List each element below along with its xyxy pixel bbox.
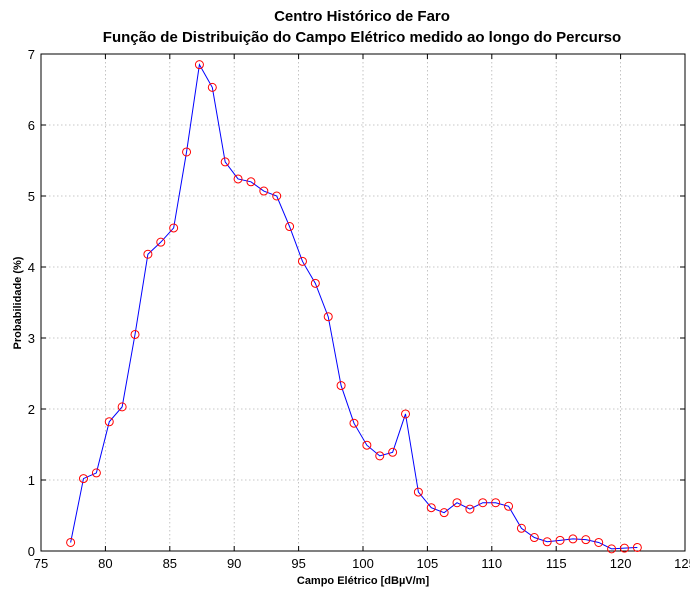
x-tick-label: 100: [352, 556, 374, 571]
data-point-marker: [465, 504, 475, 514]
data-point-marker: [323, 312, 333, 322]
data-point-marker: [426, 503, 436, 513]
data-point-marker: [66, 537, 76, 547]
y-tick-label: 3: [28, 331, 35, 346]
data-point-marker: [336, 381, 346, 391]
y-tick-label: 7: [28, 47, 35, 62]
data-point-marker: [516, 523, 526, 533]
x-tick-label: 115: [546, 556, 567, 571]
data-point-marker: [285, 222, 295, 232]
data-point-marker: [594, 537, 604, 547]
y-tick-label: 6: [28, 118, 35, 133]
data-point-marker: [362, 440, 372, 450]
y-axis-label: Probabilidade (%): [12, 256, 24, 349]
data-point-marker: [632, 542, 642, 552]
y-tick-label: 5: [28, 189, 35, 204]
x-tick-label: 105: [417, 556, 439, 571]
data-point-marker: [143, 249, 153, 259]
data-point-marker: [117, 402, 127, 412]
data-point-marker: [491, 498, 501, 508]
data-point-marker: [169, 223, 179, 233]
data-point-marker: [207, 82, 217, 92]
data-point-marker: [246, 177, 256, 187]
series-line: [70, 63, 638, 550]
data-point-marker: [478, 498, 488, 508]
data-point-marker: [156, 237, 166, 247]
x-tick-label: 95: [291, 556, 305, 571]
data-point-marker: [91, 468, 101, 478]
chart-title-line-1: Centro Histórico de Faro: [274, 8, 450, 25]
x-tick-label: 90: [227, 556, 241, 571]
data-point-marker: [104, 417, 114, 427]
data-point-marker: [529, 533, 539, 543]
data-point-marker: [401, 409, 411, 419]
plot-frame: [40, 53, 686, 552]
data-point-marker: [388, 447, 398, 457]
data-point-marker: [233, 174, 243, 184]
x-tick-label: 80: [98, 556, 112, 571]
data-point-marker: [310, 278, 320, 288]
data-point-marker: [439, 508, 449, 518]
data-point-marker: [555, 535, 565, 545]
data-point-marker: [297, 256, 307, 266]
axis-ticks: 75 80 85 90 95 100 105 110 115 120 125 0 1 2 3 4 5 6 7: [28, 47, 690, 571]
x-tick-label: 110: [481, 556, 502, 571]
data-point-marker: [452, 498, 462, 508]
data-point-marker: [130, 329, 140, 339]
data-point-marker: [607, 544, 617, 554]
data-point-marker: [542, 537, 552, 547]
y-tick-label: 0: [28, 544, 35, 559]
chart-title-line-2: Função de Distribuição do Campo Elétrico…: [103, 29, 621, 46]
data-point-marker: [259, 186, 269, 196]
data-point-marker: [349, 418, 359, 428]
x-tick-label: 75: [34, 556, 48, 571]
data-point-marker: [619, 543, 629, 553]
x-tick-label: 125: [674, 556, 690, 571]
grid-lines: [41, 54, 685, 551]
x-tick-label: 120: [610, 556, 632, 571]
data-point-marker: [220, 157, 230, 167]
data-point-marker: [194, 60, 204, 70]
data-point-marker: [504, 501, 514, 511]
y-tick-label: 2: [28, 402, 35, 417]
y-tick-label: 4: [28, 260, 35, 275]
data-point-marker: [581, 535, 591, 545]
x-tick-label: 85: [163, 556, 177, 571]
series-group: [66, 60, 642, 554]
x-axis-label: Campo Elétrico [dBµV/m]: [297, 575, 430, 587]
data-point-marker: [182, 147, 192, 157]
y-tick-label: 1: [28, 473, 35, 488]
data-point-marker: [568, 534, 578, 544]
data-point-marker: [272, 191, 282, 201]
data-point-marker: [413, 487, 423, 497]
data-point-marker: [375, 451, 385, 461]
data-point-marker: [79, 474, 89, 484]
